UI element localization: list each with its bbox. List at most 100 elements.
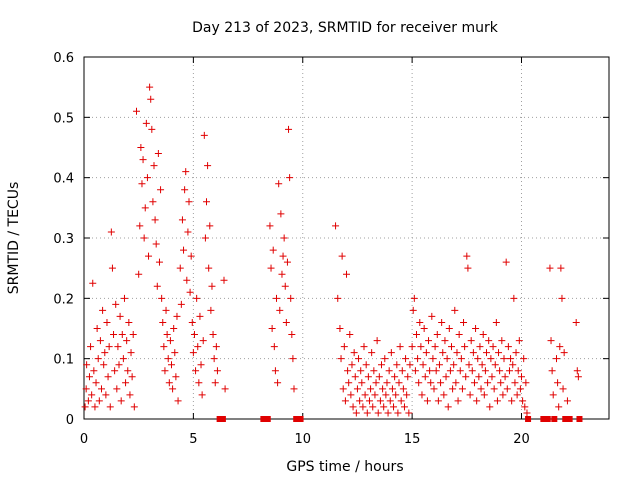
data-point [188,318,196,326]
data-point [198,391,206,399]
data-point [491,361,499,369]
y-tick-label: 0 [66,413,74,428]
data-point [84,397,92,405]
y-tick-label: 0.6 [53,51,74,66]
data-point [271,367,279,375]
data-point [382,391,390,399]
data-point [194,343,202,351]
data-point [212,343,220,351]
data-point [149,198,157,206]
data-point [142,119,150,127]
data-point [111,367,119,375]
data-point [270,343,278,351]
data-point [273,294,280,302]
data-point [460,318,468,326]
data-point [457,355,465,363]
data-point [341,397,349,405]
data-point [221,385,229,393]
data-point [498,337,506,345]
data-point [353,385,361,393]
data-point [133,107,140,115]
data-point [474,355,482,363]
data-point [551,416,558,422]
data-point [520,355,528,363]
data-point [286,174,294,182]
data-point [87,343,95,351]
data-point [126,391,134,399]
data-point [402,355,410,363]
data-point [105,343,113,351]
data-point [391,373,399,381]
data-point [465,361,473,369]
data-point [381,355,389,363]
data-point [141,204,149,212]
data-point [370,367,378,375]
data-point [485,337,493,345]
data-point [351,373,359,381]
data-point [488,373,496,381]
data-point [147,95,155,103]
data-point [278,270,286,278]
data-point [388,385,396,393]
data-point [540,416,547,422]
data-point [81,403,89,411]
data-point [525,416,532,422]
data-point [207,306,215,314]
data-point [196,312,204,320]
data-point [433,331,441,339]
data-point [140,234,148,242]
data-point [515,337,523,345]
data-point [157,186,165,194]
data-point [88,391,96,399]
data-point [408,343,416,351]
data-point [469,349,477,357]
data-point [449,385,457,393]
data-point [280,234,288,242]
data-point [435,361,443,369]
data-point [392,391,400,399]
x-axis-label: GPS time / hours [286,459,403,475]
data-point [209,331,217,339]
data-point [216,416,223,422]
data-point [490,385,498,393]
data-point [444,403,452,411]
data-point [130,403,138,411]
data-point [100,361,108,369]
data-point [114,343,122,351]
data-point [415,379,423,387]
data-point [113,385,121,393]
data-point [277,210,285,218]
data-point [493,397,501,405]
data-point [467,337,475,345]
data-point [487,355,495,363]
data-point [439,349,447,357]
data-point [507,355,515,363]
data-point [510,294,518,302]
data-point [500,355,508,363]
data-point [432,367,440,375]
data-point [386,397,394,405]
data-point [461,343,469,351]
data-point [501,373,509,381]
data-point [385,367,393,375]
data-point [475,373,483,381]
data-point [361,391,369,399]
data-point [164,355,172,363]
data-point [170,325,178,332]
data-point [427,379,435,387]
data-point [411,367,419,375]
data-point [158,294,166,302]
data-point [492,318,500,326]
data-point [400,403,408,411]
data-point [187,252,195,260]
data-point [206,222,214,230]
data-point [186,288,194,296]
data-point [505,367,513,375]
data-point [92,379,100,387]
data-point [107,228,115,236]
data-point [148,125,156,133]
data-point [129,331,137,339]
data-point [95,397,103,405]
data-point [466,391,474,399]
data-point [521,403,529,411]
